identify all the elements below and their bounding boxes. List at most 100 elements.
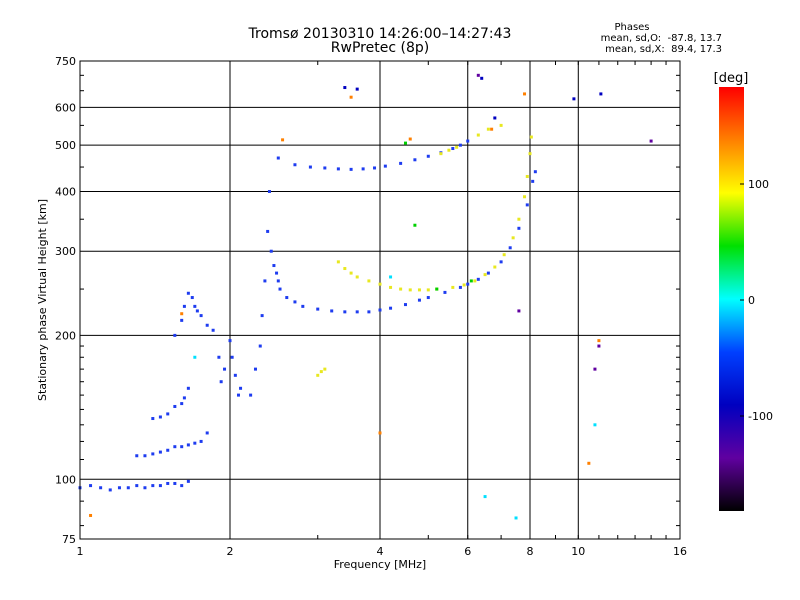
data-point bbox=[319, 370, 323, 374]
data-point bbox=[378, 282, 382, 286]
data-point bbox=[89, 484, 93, 488]
data-point bbox=[572, 97, 576, 101]
data-point bbox=[593, 423, 597, 427]
phases-heading: Phases bbox=[614, 22, 650, 33]
data-point bbox=[266, 229, 270, 233]
data-point bbox=[597, 339, 601, 343]
data-point bbox=[383, 164, 387, 168]
data-point bbox=[180, 484, 184, 488]
data-point bbox=[281, 138, 285, 142]
data-point bbox=[323, 166, 327, 170]
data-point bbox=[480, 76, 484, 80]
data-point bbox=[186, 443, 190, 447]
data-point bbox=[458, 143, 462, 147]
data-point bbox=[260, 314, 264, 318]
data-point bbox=[378, 431, 382, 435]
data-point bbox=[361, 167, 365, 171]
data-point bbox=[426, 296, 430, 300]
data-point bbox=[193, 304, 197, 308]
data-point bbox=[135, 484, 139, 488]
data-point bbox=[186, 291, 190, 295]
y-tick-label: 400 bbox=[55, 185, 76, 198]
data-point bbox=[108, 488, 112, 492]
data-point bbox=[276, 156, 280, 160]
data-point bbox=[373, 166, 377, 170]
data-point bbox=[186, 386, 190, 390]
data-point bbox=[355, 275, 359, 279]
data-point bbox=[293, 163, 297, 167]
data-point bbox=[399, 287, 403, 291]
data-point bbox=[99, 486, 103, 490]
phases-mean-x: mean, sd,X: 89.4, 17.3 bbox=[605, 44, 722, 55]
data-point bbox=[458, 285, 462, 289]
data-point bbox=[151, 484, 155, 488]
data-point bbox=[205, 323, 209, 327]
data-point bbox=[276, 279, 280, 283]
y-tick-label: 500 bbox=[55, 139, 76, 152]
data-point bbox=[439, 152, 443, 156]
data-point bbox=[367, 279, 371, 283]
data-point bbox=[158, 450, 162, 454]
data-point bbox=[166, 481, 170, 485]
data-point bbox=[389, 285, 393, 289]
data-point bbox=[517, 217, 521, 221]
data-point bbox=[193, 355, 197, 359]
data-point bbox=[267, 189, 271, 193]
data-point bbox=[597, 344, 601, 348]
data-point bbox=[531, 179, 535, 183]
data-point bbox=[158, 484, 162, 488]
data-point bbox=[417, 288, 421, 292]
data-point bbox=[219, 380, 223, 384]
data-point bbox=[476, 277, 480, 281]
data-point bbox=[293, 300, 297, 304]
data-points bbox=[78, 73, 653, 520]
data-point bbox=[253, 367, 257, 371]
data-point bbox=[367, 310, 371, 314]
data-point bbox=[349, 167, 353, 171]
x-tick-label: 10 bbox=[571, 545, 585, 558]
data-point bbox=[158, 415, 162, 419]
data-point bbox=[517, 226, 521, 230]
data-point bbox=[399, 161, 403, 165]
data-point bbox=[502, 253, 506, 257]
data-point bbox=[523, 92, 527, 96]
data-point bbox=[486, 271, 490, 275]
data-point bbox=[533, 170, 537, 174]
data-point bbox=[435, 287, 439, 291]
data-point bbox=[451, 147, 455, 151]
colorbar-label: [deg] bbox=[714, 71, 749, 86]
y-tick-label: 200 bbox=[55, 329, 76, 342]
data-point bbox=[426, 154, 430, 158]
data-point bbox=[193, 441, 197, 445]
data-point bbox=[408, 137, 412, 141]
data-point bbox=[473, 279, 477, 283]
data-point bbox=[143, 454, 147, 458]
data-point bbox=[483, 495, 487, 499]
data-point bbox=[490, 127, 494, 131]
data-point bbox=[173, 404, 177, 408]
data-point bbox=[523, 195, 527, 199]
data-point bbox=[413, 223, 417, 227]
data-point bbox=[466, 282, 470, 286]
data-point bbox=[230, 355, 234, 359]
data-point bbox=[343, 310, 347, 314]
data-point bbox=[349, 271, 353, 275]
phases-mean-o: mean, sd,O: -87.8, 13.7 bbox=[600, 33, 722, 44]
x-tick-label: 1 bbox=[77, 545, 84, 558]
data-point bbox=[180, 402, 184, 406]
data-point bbox=[330, 309, 334, 313]
data-point bbox=[447, 148, 451, 152]
data-point bbox=[514, 516, 518, 520]
colorbar-tick-label: 0 bbox=[748, 294, 755, 307]
y-axis-label: Stationary phase Virtual Height [km] bbox=[36, 199, 49, 401]
data-point bbox=[499, 260, 503, 264]
data-point bbox=[455, 145, 459, 149]
data-point bbox=[529, 135, 533, 139]
data-point bbox=[285, 296, 289, 300]
data-point bbox=[408, 288, 412, 292]
data-point bbox=[180, 318, 184, 322]
y-tick-label: 75 bbox=[62, 533, 76, 546]
data-point bbox=[263, 279, 267, 283]
data-point bbox=[182, 304, 186, 308]
data-point bbox=[343, 267, 347, 271]
